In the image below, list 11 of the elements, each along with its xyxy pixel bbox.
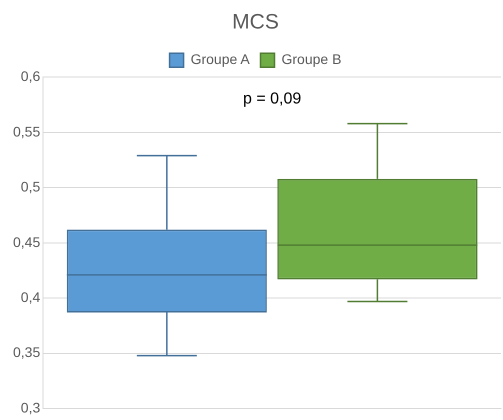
y-tick-label: 0,45 — [13, 234, 40, 250]
y-tick-label: 0,5 — [20, 178, 40, 195]
y-tick-label: 0,4 — [20, 288, 40, 305]
y-tick-label: 0,55 — [13, 123, 40, 140]
y-tick-label: 0,3 — [20, 399, 40, 416]
y-tick-label: 0,35 — [13, 344, 40, 360]
y-tick-label: 0,6 — [20, 68, 40, 84]
legend-label: Groupe A — [190, 51, 250, 68]
annotation: p = 0,09 — [242, 90, 302, 108]
legend-label: Groupe B — [282, 51, 342, 68]
chart-title: MCS — [232, 10, 279, 34]
